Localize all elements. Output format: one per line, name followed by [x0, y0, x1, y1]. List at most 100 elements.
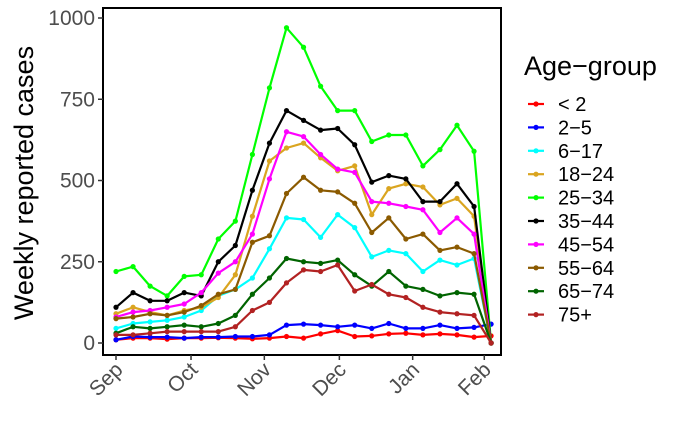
data-point	[300, 267, 307, 273]
data-point	[352, 288, 358, 294]
data-point	[198, 324, 204, 330]
data-point	[420, 286, 426, 292]
data-point	[318, 322, 324, 328]
data-point	[147, 298, 153, 304]
series-0	[113, 328, 494, 343]
data-point	[420, 231, 426, 237]
data-point	[420, 325, 426, 331]
data-point	[454, 332, 460, 338]
data-point	[283, 255, 290, 262]
data-point	[232, 242, 238, 249]
data-point	[266, 233, 273, 239]
data-point	[386, 320, 392, 327]
data-point	[249, 333, 255, 340]
legend-swatch-point	[533, 241, 539, 247]
data-point	[318, 234, 324, 240]
data-point	[386, 200, 392, 206]
data-point	[232, 218, 238, 224]
data-point	[300, 335, 307, 341]
legend-swatch-point	[533, 171, 539, 177]
data-point	[369, 254, 375, 260]
data-point	[300, 117, 307, 123]
data-point	[352, 142, 358, 148]
data-point	[232, 324, 238, 330]
data-point	[369, 281, 375, 288]
data-point	[403, 330, 409, 336]
data-point	[318, 83, 324, 89]
legend-label: 55−64	[558, 258, 614, 280]
plot-border	[102, 7, 502, 356]
data-point	[215, 259, 221, 265]
y-tick-label: 500	[60, 170, 95, 193]
series-9	[113, 262, 494, 346]
data-point	[420, 163, 426, 169]
data-point	[471, 148, 477, 154]
data-point	[300, 44, 307, 50]
legend-label: 35−44	[558, 211, 614, 233]
legend-title: Age−group	[524, 51, 657, 81]
data-point	[437, 331, 443, 337]
data-point	[335, 328, 341, 334]
data-point	[335, 257, 341, 263]
data-point	[420, 332, 426, 338]
data-point	[130, 332, 136, 338]
data-point	[181, 290, 187, 296]
legend-swatch-point	[533, 148, 539, 154]
data-point	[283, 322, 290, 328]
data-point	[352, 200, 358, 206]
data-point	[249, 151, 255, 158]
legend-item: < 2	[528, 94, 586, 116]
data-point	[164, 334, 170, 340]
data-point	[437, 147, 443, 153]
x-tick-label: Sep	[85, 358, 128, 401]
data-point	[335, 212, 341, 218]
data-point	[369, 179, 375, 185]
data-point	[471, 203, 477, 210]
data-point	[403, 176, 409, 182]
data-point	[403, 181, 409, 187]
data-point	[130, 290, 136, 296]
data-point	[266, 275, 273, 281]
data-point	[369, 138, 375, 145]
data-point	[113, 304, 119, 310]
legend-item: 55−64	[528, 258, 614, 280]
data-point	[386, 186, 392, 192]
y-tick-label: 250	[60, 251, 95, 274]
legend-swatch-point	[533, 195, 539, 201]
y-tick-label: 0	[83, 332, 95, 355]
data-point	[249, 187, 255, 193]
data-point	[215, 270, 221, 276]
data-point	[198, 334, 204, 340]
legend-label: 18−24	[558, 164, 614, 186]
data-point	[386, 215, 392, 221]
data-point	[198, 272, 204, 278]
data-point	[232, 333, 238, 340]
legend-label: 45−54	[558, 234, 614, 256]
data-point	[147, 283, 153, 289]
series-8	[113, 255, 494, 346]
data-point	[300, 134, 307, 140]
data-point	[369, 229, 375, 236]
axes: 0 250 500 750 1000 Sep Oct Nov Dec Jan Feb	[48, 7, 496, 401]
data-point	[232, 286, 238, 292]
data-point	[181, 301, 187, 307]
data-point	[352, 322, 358, 328]
data-point	[420, 268, 426, 275]
legend-swatch-point	[533, 218, 539, 224]
plot-area	[113, 25, 494, 346]
data-point	[335, 125, 341, 132]
y-tick-label: 750	[60, 88, 95, 111]
data-point	[249, 213, 255, 219]
data-point	[437, 229, 443, 236]
data-point	[454, 262, 460, 268]
data-point	[403, 283, 409, 289]
series-line	[115, 142, 493, 344]
data-point	[352, 333, 358, 340]
data-point	[420, 207, 426, 213]
data-point	[335, 324, 341, 330]
data-point	[130, 264, 136, 270]
data-point	[147, 330, 153, 336]
data-point	[266, 140, 273, 146]
data-point	[164, 324, 170, 330]
data-point	[147, 325, 153, 331]
